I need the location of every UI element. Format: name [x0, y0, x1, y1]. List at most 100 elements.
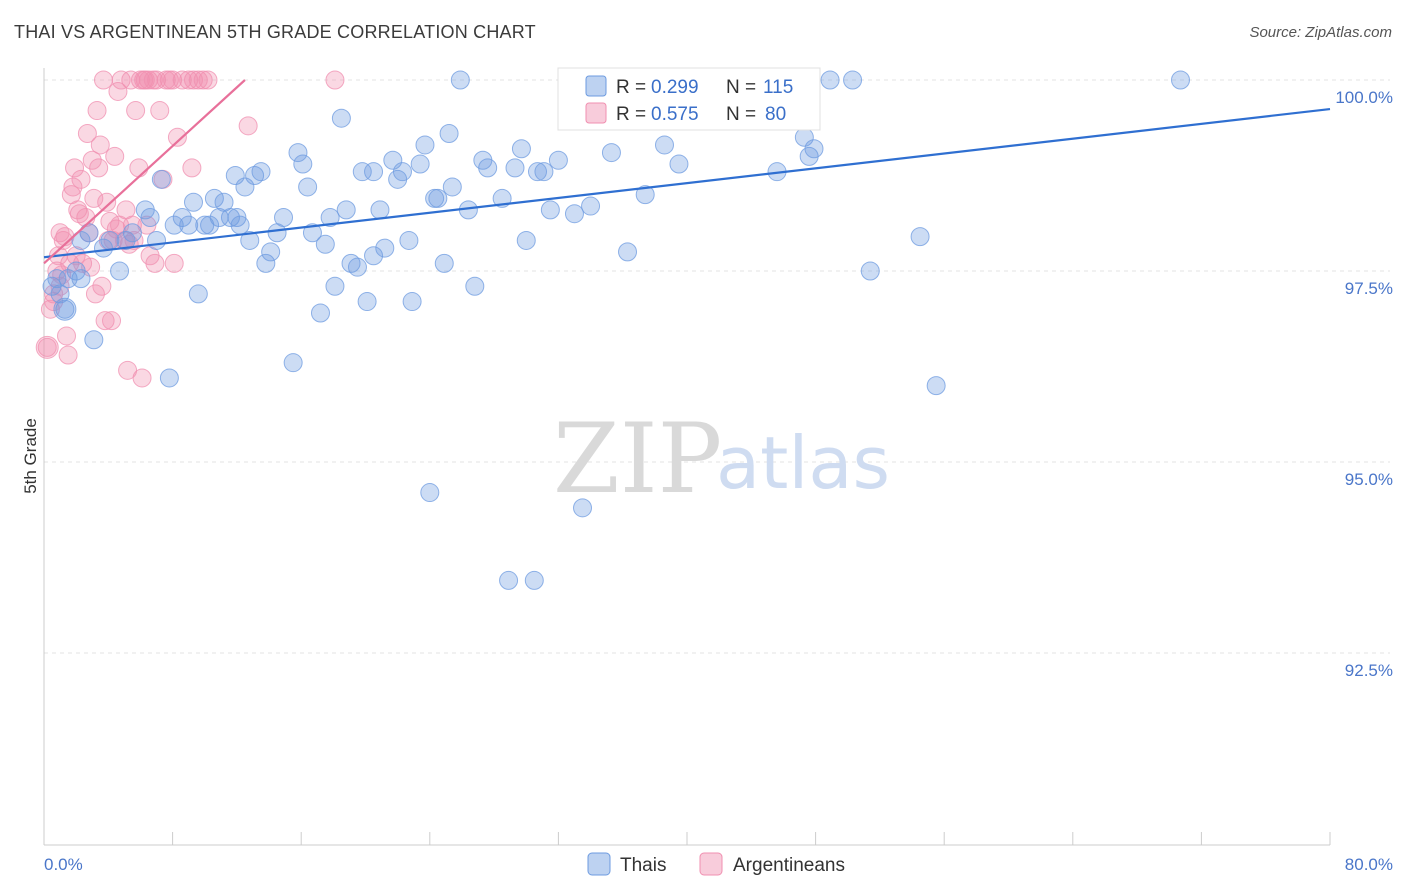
argentineans-point-63	[183, 70, 203, 90]
thais-point-large-0	[53, 297, 77, 321]
argentineans-point-78	[65, 158, 85, 178]
thais-point-64	[415, 135, 435, 155]
legend-r-value-thais: 0.299	[651, 77, 699, 98]
thais-point-20	[172, 208, 192, 228]
thais-point-25	[200, 215, 220, 235]
argentineans-point-44	[132, 368, 152, 388]
argentineans-point-26	[97, 192, 117, 212]
thais-point-103	[1171, 70, 1191, 90]
stats-legend: R = 0.299 N = 115 R = 0.575 N = 80	[557, 67, 821, 131]
thais-point-54	[357, 292, 377, 312]
thais-point-35	[251, 162, 271, 182]
legend-n-value-argentineans: 80	[765, 104, 786, 125]
thais-point-104	[420, 483, 440, 503]
thais-point-63	[410, 154, 430, 174]
thais-point-97	[804, 139, 824, 159]
y-tick-label-0: 100.0%	[1335, 88, 1393, 107]
argentineans-points	[35, 70, 345, 388]
legend-r-label-thais: R =	[616, 77, 646, 98]
series-legend-label-argentineans[interactable]: Argentineans	[733, 855, 845, 876]
thais-point-39	[274, 208, 294, 228]
thais-point-101	[910, 227, 930, 247]
argentineans-point-10	[63, 177, 83, 197]
thais-point-57	[375, 238, 395, 258]
thais-trend-line	[43, 107, 1331, 259]
x-tick-label-max: 80.0%	[1345, 855, 1393, 874]
thais-point-84	[564, 204, 584, 224]
argentineans-point-large-0	[35, 335, 59, 359]
thais-point-87	[601, 143, 621, 163]
stats-legend-box	[557, 67, 821, 131]
y-tick-labels: 100.0% 97.5% 95.0% 92.5%	[1335, 88, 1393, 680]
series-legend-swatch-thais[interactable]	[587, 852, 611, 876]
argentineans-point-34	[111, 70, 131, 90]
thais-point-107	[227, 208, 247, 228]
watermark: ZIP atlas	[553, 403, 890, 515]
thais-point-108	[364, 162, 384, 182]
y-axis-label: 5th Grade	[21, 418, 40, 494]
thais-point-81	[540, 200, 560, 220]
thais-point-52	[347, 257, 367, 277]
argentineans-point-67	[238, 116, 258, 136]
argentineans-point-16	[77, 123, 97, 143]
argentineans-point-61	[179, 70, 199, 90]
watermark-zip: ZIP	[553, 403, 722, 515]
thais-point-37	[261, 242, 281, 262]
argentineans-point-18	[82, 150, 102, 170]
thais-point-17	[151, 169, 171, 189]
argentineans-point-23	[92, 276, 112, 296]
thais-point-1	[47, 269, 67, 289]
thais-point-105	[524, 570, 544, 590]
thais-point-56	[370, 200, 390, 220]
legend-r-value-argentineans: 0.575	[651, 104, 699, 125]
argentineans-trend-line	[43, 79, 246, 265]
thais-point-88	[618, 242, 638, 262]
thais-point-48	[325, 276, 345, 296]
argentineans-point-53	[150, 101, 170, 121]
thais-point-53	[352, 162, 372, 182]
argentineans-point-62	[182, 158, 202, 178]
thais-point-50	[336, 200, 356, 220]
thais-point-8	[84, 330, 104, 350]
argentineans-point-41	[126, 101, 146, 121]
argentineans-point-0	[37, 337, 57, 357]
x-tick-label-min: 0.0%	[44, 855, 83, 874]
legend-r-label-argentineans: R =	[616, 104, 646, 125]
thais-point-73	[478, 158, 498, 178]
gridlines	[44, 79, 1390, 654]
thais-point-91	[669, 154, 689, 174]
thais-point-86	[581, 196, 601, 216]
series-legend-swatch-argentineans[interactable]	[699, 852, 723, 876]
thais-point-82	[548, 150, 568, 170]
y-tick-label-2: 95.0%	[1345, 470, 1393, 489]
argentineans-point-64	[188, 70, 208, 90]
legend-n-label-argentineans: N =	[726, 104, 756, 125]
thais-point-41	[288, 143, 308, 163]
thais-point-16	[147, 230, 167, 250]
thais-point-9	[93, 238, 113, 258]
thais-point-33	[240, 230, 260, 250]
thais-point-11	[110, 261, 130, 281]
legend-swatch-thais	[585, 75, 607, 97]
thais-point-42	[293, 154, 313, 174]
thais-point-22	[183, 192, 203, 212]
thais-point-102	[926, 376, 946, 396]
argentineans-point-59	[167, 127, 187, 147]
argentineans-point-24	[93, 70, 113, 90]
argentineans-point-28	[102, 311, 122, 331]
thais-point-3	[55, 299, 75, 319]
series-legend-label-thais[interactable]: Thais	[620, 855, 666, 876]
argentineans-point-19	[85, 284, 105, 304]
thais-point-98	[820, 70, 840, 90]
thais-point-80	[534, 162, 554, 182]
thais-point-66	[434, 253, 454, 273]
y-tick-label-3: 92.5%	[1345, 661, 1393, 680]
thais-point-18	[159, 368, 179, 388]
source-credit: Source: ZipAtlas.com	[1249, 24, 1392, 41]
thais-point-49	[331, 108, 351, 128]
thais-point-71	[465, 276, 485, 296]
argentineans-point-22	[90, 135, 110, 155]
thais-point-6	[71, 230, 91, 250]
thais-point-26	[204, 188, 224, 208]
thais-points	[42, 70, 1191, 590]
